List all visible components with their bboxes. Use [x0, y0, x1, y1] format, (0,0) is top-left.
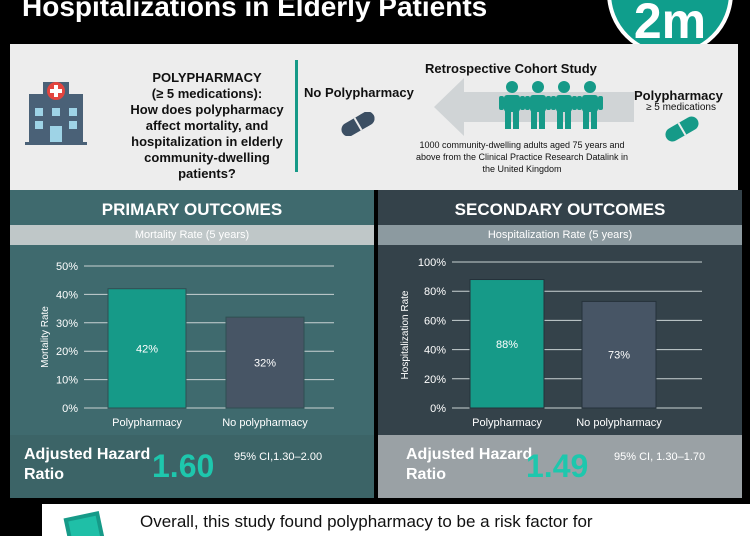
y-tick-label: 60% — [424, 315, 446, 327]
data-label: 32% — [254, 358, 276, 370]
secondary-outcomes-title: SECONDARY OUTCOMES — [454, 200, 666, 219]
y-tick-label: 0% — [430, 403, 446, 415]
bar-polypharmacy — [107, 288, 187, 409]
y-axis-label: Mortality Rate — [40, 306, 51, 368]
x-tick-label: No polypharmacy — [576, 417, 662, 429]
x-tick-label: Polypharmacy — [112, 417, 182, 429]
study-title: Retrospective Cohort Study — [425, 61, 597, 76]
primary-ahr-box: Adjusted Hazard Ratio 1.60 95% CI,1.30–2… — [10, 435, 374, 498]
pill-bottle-icon — [63, 510, 108, 536]
question-body: How does polypharmacy affect mortality, … — [130, 102, 284, 181]
question-heading-line1: POLYPHARMACY — [152, 70, 262, 85]
mortality-rate-subtitle: Mortality Rate (5 years) — [10, 225, 374, 245]
arrow-people-icon — [434, 78, 634, 136]
y-tick-label: 20% — [424, 374, 446, 386]
y-tick-label: 20% — [56, 346, 78, 358]
divider — [295, 60, 298, 172]
y-axis-label: Hospitalization Rate — [400, 290, 411, 379]
study-description: 1000 community-dwelling adults aged 75 y… — [415, 140, 629, 174]
y-tick-label: 80% — [424, 286, 446, 298]
bar-polypharmacy — [469, 279, 545, 409]
polypharmacy-label: Polypharmacy — [634, 88, 723, 103]
data-label: 73% — [608, 350, 630, 362]
people-icons — [499, 81, 603, 129]
secondary-outcomes-panel: SECONDARY OUTCOMES Hospitalization Rate … — [378, 190, 742, 498]
primary-outcomes-title: PRIMARY OUTCOMES — [101, 200, 283, 219]
y-tick-label: 0% — [62, 403, 78, 415]
primary-ci: 95% CI,1.30–2.00 — [234, 451, 323, 463]
question-heading-line2: (≥ 5 medications): — [151, 86, 263, 101]
secondary-ahr-value: 1.49 — [526, 448, 589, 484]
person-icon-4 — [577, 81, 603, 129]
y-tick-label: 40% — [56, 289, 78, 301]
secondary-ahr-box: Adjusted Hazard Ratio 1.49 95% CI, 1.30–… — [378, 435, 742, 498]
mortality-chart: 0% 10% 20% 30% 40% 50% Mortality Rate 42% Polyph… — [40, 261, 334, 429]
y-tick-label: 10% — [56, 375, 78, 387]
x-tick-label: No polypharmacy — [222, 417, 308, 429]
person-icon-1 — [499, 81, 525, 129]
y-tick-label: 100% — [418, 257, 446, 269]
secondary-ahr-label: Adjusted Hazard Ratio — [406, 446, 533, 483]
primary-outcomes-panel: PRIMARY OUTCOMES Mortality Rate (5 years… — [10, 190, 374, 498]
secondary-ci: 95% CI, 1.30–1.70 — [614, 451, 706, 463]
hospitalization-rate-subtitle: Hospitalization Rate (5 years) — [378, 225, 742, 245]
primary-ahr-value: 1.60 — [152, 448, 215, 484]
hospitalization-chart: 0% 20% 40% 60% 80% 100% Hospitalization Rate 88… — [400, 257, 702, 429]
header: Hospitalizations in Elderly Patients 2m — [0, 0, 750, 56]
question-heading: POLYPHARMACY (≥ 5 medications): — [114, 70, 300, 102]
page-title: Hospitalizations in Elderly Patients — [22, 0, 488, 22]
conclusion-text: Overall, this study found polypharmacy t… — [140, 512, 593, 531]
x-tick-label: Polypharmacy — [472, 417, 542, 429]
data-label: 42% — [136, 343, 158, 355]
hospital-icon — [25, 82, 87, 145]
logo-text: 2m — [633, 0, 707, 49]
no-polypharmacy-label: No Polypharmacy — [304, 85, 414, 100]
pill-icon-right — [665, 116, 699, 142]
person-icon-3 — [551, 81, 577, 129]
y-tick-label: 40% — [424, 345, 446, 357]
conclusion-banner: Overall, this study found polypharmacy t… — [42, 504, 750, 536]
polypharmacy-sublabel: ≥ 5 medications — [646, 102, 716, 113]
person-icon-2 — [525, 81, 551, 129]
y-tick-label: 50% — [56, 261, 78, 273]
data-label: 88% — [496, 339, 518, 351]
pill-icon-left — [341, 112, 375, 136]
intro-panel: POLYPHARMACY (≥ 5 medications): How does… — [10, 44, 738, 190]
bar-no-polypharmacy — [581, 300, 657, 409]
y-tick-label: 30% — [56, 318, 78, 330]
primary-ahr-label: Adjusted Hazard Ratio — [24, 446, 151, 483]
bar-no-polypharmacy — [225, 316, 305, 409]
